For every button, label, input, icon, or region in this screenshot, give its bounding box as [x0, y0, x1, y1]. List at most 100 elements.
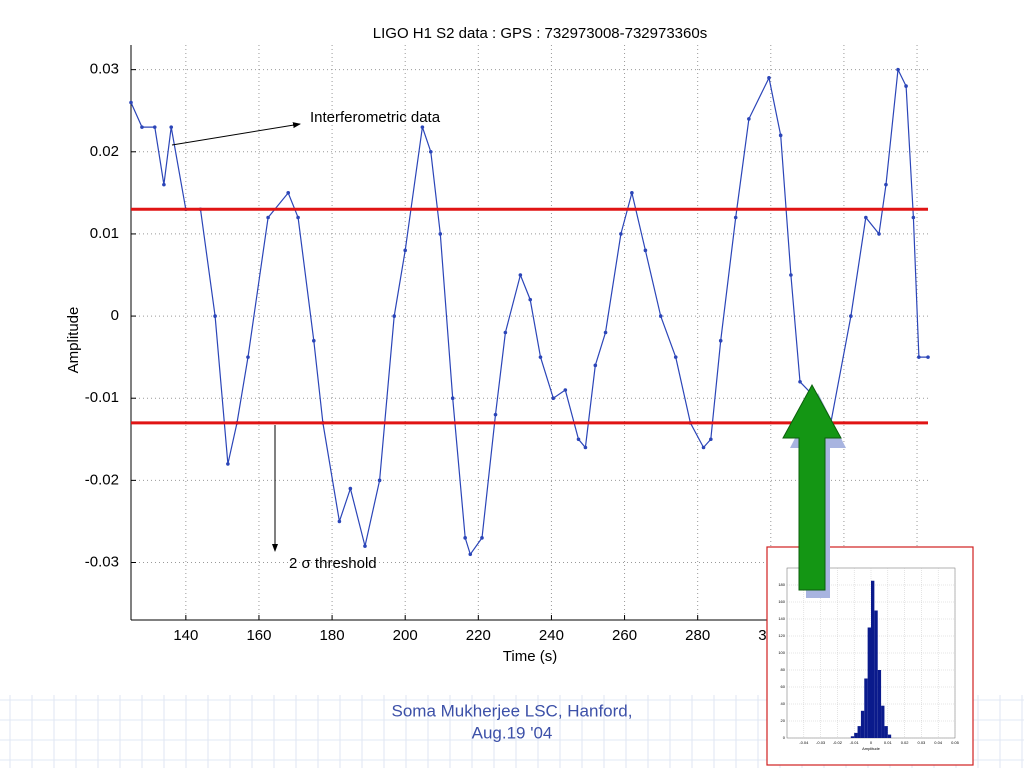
data-point	[538, 355, 543, 359]
footer-line: Aug.19 '04	[472, 723, 553, 742]
histogram-bar	[877, 670, 882, 738]
histogram-bar	[881, 705, 885, 738]
x-tick-label: 220	[466, 627, 491, 644]
y-tick-label: -0.01	[85, 389, 119, 406]
data-point	[503, 330, 508, 335]
histogram-bar	[864, 678, 868, 738]
data-point	[450, 396, 455, 401]
data-point	[673, 355, 678, 359]
x-tick-label: -0.02	[833, 740, 843, 745]
y-tick-label: -0.03	[85, 553, 119, 570]
data-point	[463, 536, 467, 540]
histogram-bar	[874, 610, 878, 738]
data-point	[593, 363, 598, 368]
x-tick-label: 260	[612, 627, 637, 644]
chart-title: LIGO H1 S2 data : GPS : 732973008-732973…	[373, 25, 707, 42]
annotation: 2 σ threshold	[289, 555, 377, 572]
y-tick-label: 180	[778, 582, 785, 587]
x-tick-label: 0.04	[934, 740, 943, 745]
data-point	[428, 149, 433, 154]
data-point	[169, 125, 174, 129]
data-point	[392, 314, 397, 318]
data-point	[603, 330, 608, 335]
data-point	[493, 412, 498, 417]
data-point	[311, 338, 316, 343]
histogram-bar	[871, 580, 875, 738]
x-axis-label: Amplitude	[862, 746, 881, 751]
data-point	[849, 314, 853, 318]
data-point	[468, 552, 473, 557]
data-point	[129, 100, 133, 105]
histogram-bar	[867, 627, 871, 738]
data-point	[864, 215, 868, 220]
y-tick-label: 160	[778, 599, 785, 604]
x-tick-label: -0.01	[850, 740, 860, 745]
histogram-bar	[850, 736, 855, 738]
y-tick-label: 0.03	[90, 61, 119, 78]
data-point	[733, 215, 738, 220]
data-point	[551, 396, 556, 401]
data-point	[911, 215, 916, 220]
histogram-bar	[857, 726, 861, 738]
data-point	[709, 437, 713, 442]
data-point	[246, 355, 250, 359]
x-tick-label: 0.05	[951, 740, 960, 745]
y-tick-label: 0.01	[90, 225, 119, 242]
data-point	[884, 182, 888, 187]
data-point	[480, 536, 484, 540]
x-tick-label: 0.03	[918, 740, 927, 745]
data-point	[213, 314, 217, 318]
y-tick-label: 120	[778, 633, 785, 638]
y-tick-label: -0.02	[85, 471, 119, 488]
x-tick-label: -0.03	[816, 740, 826, 745]
histogram-bar	[854, 732, 858, 738]
y-axis-label: Amplitude	[65, 307, 82, 374]
data-point	[162, 182, 166, 187]
data-point	[904, 84, 908, 88]
pointer-arrow	[782, 383, 846, 598]
data-line	[130, 67, 928, 556]
data-point	[377, 478, 382, 483]
data-point	[528, 297, 533, 302]
data-point	[152, 125, 157, 129]
x-axis-label: Time (s)	[503, 648, 557, 665]
data-point	[877, 232, 881, 236]
x-tick-label: 280	[685, 627, 710, 644]
y-tick-label: 140	[778, 616, 785, 621]
data-point	[348, 486, 353, 491]
histogram-bar	[860, 710, 865, 738]
y-tick-label: 100	[778, 650, 785, 655]
data-point	[747, 117, 751, 121]
annotation: Interferometric data	[310, 109, 441, 126]
x-tick-label: 0	[870, 740, 873, 745]
data-point	[140, 125, 144, 129]
data-point	[286, 191, 291, 195]
y-tick-label: 0	[783, 735, 786, 740]
inset-chart: -0.04 -0.03 -0.02 -0.01 0 0.01 0.02 0.03 0.04 0.0…	[778, 567, 960, 751]
x-tick-label: -0.04	[799, 740, 809, 745]
data-point	[718, 338, 723, 343]
y-tick-label: 80	[781, 667, 786, 672]
data-point	[798, 379, 802, 384]
y-tick-label: 0	[111, 307, 119, 324]
x-tick-label: 240	[539, 627, 564, 644]
data-point	[778, 133, 783, 138]
data-point	[563, 388, 568, 392]
y-tick-label: 40	[781, 701, 786, 706]
x-tick-label: 180	[320, 627, 345, 644]
x-tick-label: 0.01	[884, 740, 893, 745]
data-point	[619, 232, 623, 236]
y-tick-label: 0.02	[90, 143, 119, 160]
data-point	[337, 519, 342, 524]
data-point	[266, 215, 270, 220]
footer-line: Soma Mukherjee LSC, Hanford,	[392, 701, 633, 720]
data-point	[296, 215, 300, 220]
data-point	[658, 314, 663, 318]
annotation-arrow	[171, 122, 301, 146]
data-point	[917, 355, 921, 359]
data-point	[226, 462, 230, 466]
data-point	[576, 437, 581, 442]
histogram-bar	[887, 734, 892, 738]
